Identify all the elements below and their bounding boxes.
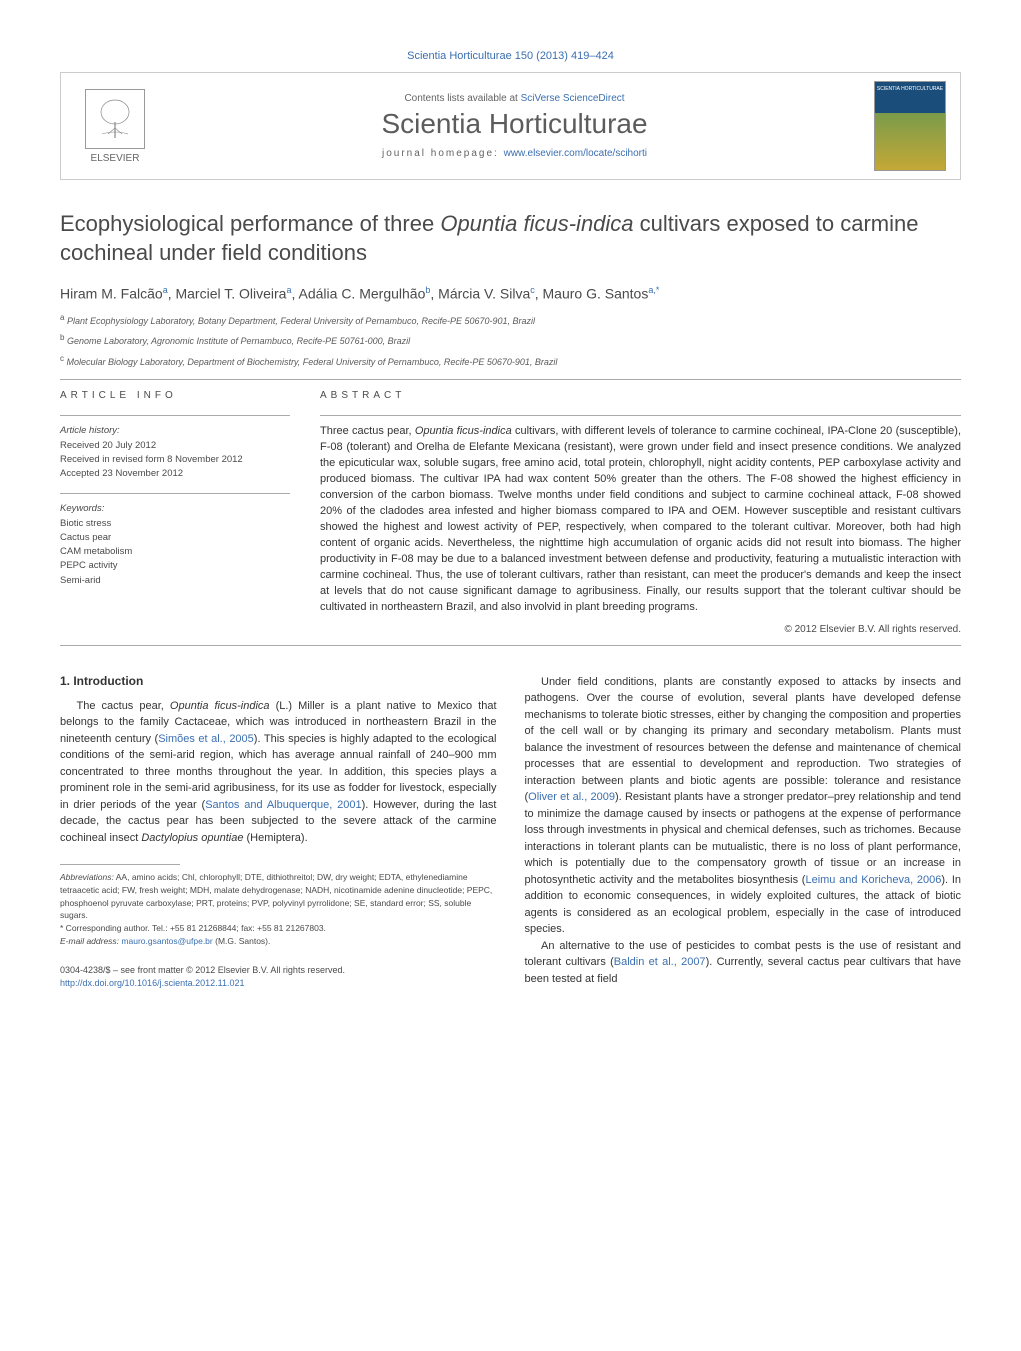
affiliation-c: c Molecular Biology Laboratory, Departme… <box>60 353 961 370</box>
journal-homepage-link[interactable]: www.elsevier.com/locate/scihorti <box>504 148 647 159</box>
journal-info-box: ELSEVIER Contents lists available at Sci… <box>60 72 961 180</box>
journal-homepage-line: journal homepage: www.elsevier.com/locat… <box>155 148 874 159</box>
elsevier-tree-icon <box>85 89 145 149</box>
intro-para-1: The cactus pear, Opuntia ficus-indica (L… <box>60 698 497 847</box>
keywords-block: Keywords: Biotic stress Cactus pear CAM … <box>60 502 290 588</box>
corr-text: Corresponding author. Tel.: +55 81 21268… <box>63 923 326 933</box>
abstract-copyright: © 2012 Elsevier B.V. All rights reserved… <box>320 624 961 635</box>
affiliations-block: a Plant Ecophysiology Laboratory, Botany… <box>60 312 961 370</box>
footnote-abbreviations: Abbreviations: AA, amino acids; Chl, chl… <box>60 871 497 922</box>
rule-below-abstract <box>60 645 961 646</box>
footnote-email: E-mail address: mauro.gsantos@ufpe.br (M… <box>60 935 497 948</box>
footer-front-matter: 0304-4238/$ – see front matter © 2012 El… <box>60 964 497 978</box>
elsevier-text: ELSEVIER <box>91 153 140 164</box>
contents-lists-line: Contents lists available at SciVerse Sci… <box>155 93 874 104</box>
header-citation: Scientia Horticulturae 150 (2013) 419–42… <box>60 50 961 62</box>
body-col-left: 1. Introduction The cactus pear, Opuntia… <box>60 674 497 991</box>
journal-info-center: Contents lists available at SciVerse Sci… <box>155 93 874 159</box>
article-info-label: ARTICLE INFO <box>60 390 290 401</box>
doi-link[interactable]: http://dx.doi.org/10.1016/j.scienta.2012… <box>60 978 244 988</box>
article-history-block: Article history: Received 20 July 2012 R… <box>60 424 290 481</box>
keyword-4: Semi-arid <box>60 574 290 588</box>
sciencedirect-link[interactable]: SciVerse ScienceDirect <box>521 93 625 104</box>
corresponding-email-link[interactable]: mauro.gsantos@ufpe.br <box>121 936 212 946</box>
keyword-0: Biotic stress <box>60 517 290 531</box>
abstract-text: Three cactus pear, Opuntia ficus-indica … <box>320 424 961 615</box>
section-heading-intro: 1. Introduction <box>60 674 497 688</box>
meta-row: ARTICLE INFO Article history: Received 2… <box>60 390 961 634</box>
keywords-header: Keywords: <box>60 502 290 516</box>
body-col-right: Under field conditions, plants are const… <box>525 674 962 991</box>
keyword-3: PEPC activity <box>60 559 290 573</box>
journal-cover-thumb <box>874 81 946 171</box>
authors-line: Hiram M. Falcãoa, Marciel T. Oliveiraa, … <box>60 285 961 302</box>
keyword-1: Cactus pear <box>60 531 290 545</box>
elsevier-logo: ELSEVIER <box>75 81 155 171</box>
email-label: E-mail address: <box>60 936 121 946</box>
rule-above-meta <box>60 379 961 380</box>
homepage-label: journal homepage: <box>382 148 504 159</box>
abbrev-text: AA, amino acids; Chl, chlorophyll; DTE, … <box>60 872 492 920</box>
history-received: Received 20 July 2012 <box>60 439 290 453</box>
affiliation-a: a Plant Ecophysiology Laboratory, Botany… <box>60 312 961 329</box>
email-suffix: (M.G. Santos). <box>213 936 271 946</box>
keyword-2: CAM metabolism <box>60 545 290 559</box>
body-columns: 1. Introduction The cactus pear, Opuntia… <box>60 674 961 991</box>
footnote-corresponding: * Corresponding author. Tel.: +55 81 212… <box>60 922 497 935</box>
footer-block: 0304-4238/$ – see front matter © 2012 El… <box>60 964 497 991</box>
contents-prefix: Contents lists available at <box>404 93 520 104</box>
intro-para-3: An alternative to the use of pesticides … <box>525 938 962 988</box>
article-title: Ecophysiological performance of three Op… <box>60 210 961 267</box>
journal-name: Scientia Horticulturae <box>155 108 874 140</box>
abstract-label: ABSTRACT <box>320 390 961 401</box>
rule-abstract <box>320 415 961 416</box>
abbrev-label: Abbreviations: <box>60 872 114 882</box>
page-root: Scientia Horticulturae 150 (2013) 419–42… <box>0 0 1021 1041</box>
intro-para-2: Under field conditions, plants are const… <box>525 674 962 938</box>
rule-info <box>60 415 290 416</box>
history-revised: Received in revised form 8 November 2012 <box>60 453 290 467</box>
affiliation-b: b Genome Laboratory, Agronomic Institute… <box>60 332 961 349</box>
article-info-column: ARTICLE INFO Article history: Received 2… <box>60 390 290 634</box>
footnote-separator <box>60 864 180 865</box>
history-header: Article history: <box>60 424 290 438</box>
rule-keywords <box>60 493 290 494</box>
history-accepted: Accepted 23 November 2012 <box>60 467 290 481</box>
abstract-column: ABSTRACT Three cactus pear, Opuntia ficu… <box>320 390 961 634</box>
